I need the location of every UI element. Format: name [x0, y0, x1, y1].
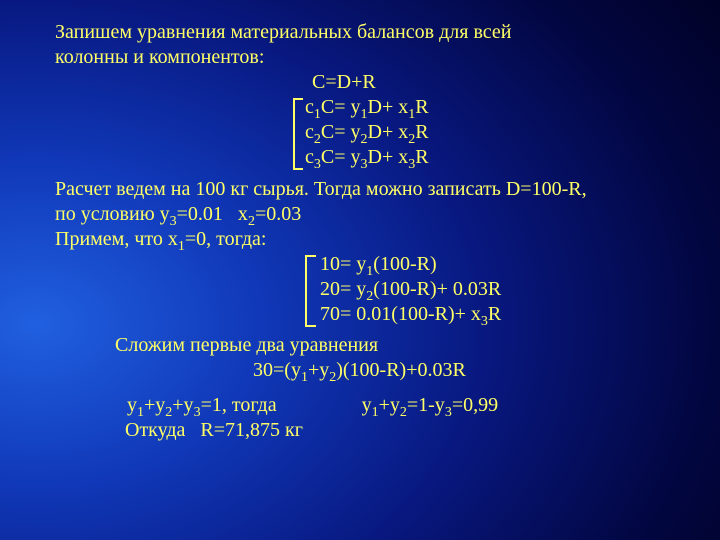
- final-line-1: y1+y2+y3=1, тогда y1+y2=1-y3=0,99: [55, 393, 670, 418]
- sys2-row-1: 10= y1(100-R): [55, 252, 670, 277]
- calc-block: Расчет ведем на 100 кг сырья. Тогда можн…: [55, 177, 670, 252]
- sys1-row-3: c3C= y3D+ x3R: [55, 145, 670, 170]
- final-block: y1+y2+y3=1, тогда y1+y2=1-y3=0,99 Откуда…: [55, 393, 670, 443]
- system-1: c1C= y1D+ x1R c2C= y2D+ x2R c3C= y3D+ x3…: [55, 95, 670, 170]
- calc-line-1: Расчет ведем на 100 кг сырья. Тогда можн…: [55, 177, 670, 202]
- eq-main: C=D+R: [55, 70, 670, 95]
- sys1-row-2: c2C= y2D+ x2R: [55, 120, 670, 145]
- final-result: Откуда R=71,875 кг: [55, 418, 670, 443]
- intro-line-2: колонны и компонентов:: [55, 46, 264, 68]
- sum-block: Сложим первые два уравнения 30=(y1+y2)(1…: [55, 333, 670, 383]
- sum-line-1: Сложим первые два уравнения: [55, 333, 670, 358]
- bracket-1: [293, 98, 303, 170]
- calc-line-3: Примем, что x1=0, тогда:: [55, 227, 670, 252]
- intro-block: Запишем уравнения материальных балансов …: [55, 20, 670, 70]
- sys1-row-1: c1C= y1D+ x1R: [55, 95, 670, 120]
- intro-line-1: Запишем уравнения материальных балансов …: [55, 21, 511, 43]
- calc-line-2: по условию y3=0.01 x2=0.03: [55, 202, 670, 227]
- slide-content: Запишем уравнения материальных балансов …: [0, 0, 720, 540]
- sum-eq: 30=(y1+y2)(100-R)+0.03R: [55, 358, 670, 383]
- bracket-2: [305, 255, 316, 327]
- system-2: 10= y1(100-R) 20= y2(100-R)+ 0.03R 70= 0…: [55, 252, 670, 327]
- sys2-row-3: 70= 0.01(100-R)+ x3R: [55, 302, 670, 327]
- sys2-row-2: 20= y2(100-R)+ 0.03R: [55, 277, 670, 302]
